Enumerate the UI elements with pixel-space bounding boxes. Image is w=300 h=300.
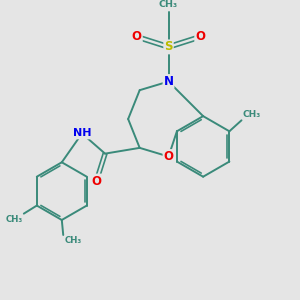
- Text: CH₃: CH₃: [243, 110, 261, 119]
- Text: CH₃: CH₃: [5, 215, 22, 224]
- Text: CH₃: CH₃: [159, 0, 178, 9]
- Text: O: O: [164, 150, 173, 163]
- Text: O: O: [92, 175, 101, 188]
- Text: O: O: [195, 30, 205, 43]
- Text: S: S: [164, 40, 173, 53]
- Text: O: O: [132, 30, 142, 43]
- Text: N: N: [164, 75, 173, 88]
- Text: NH: NH: [73, 128, 91, 138]
- Text: CH₃: CH₃: [65, 236, 82, 245]
